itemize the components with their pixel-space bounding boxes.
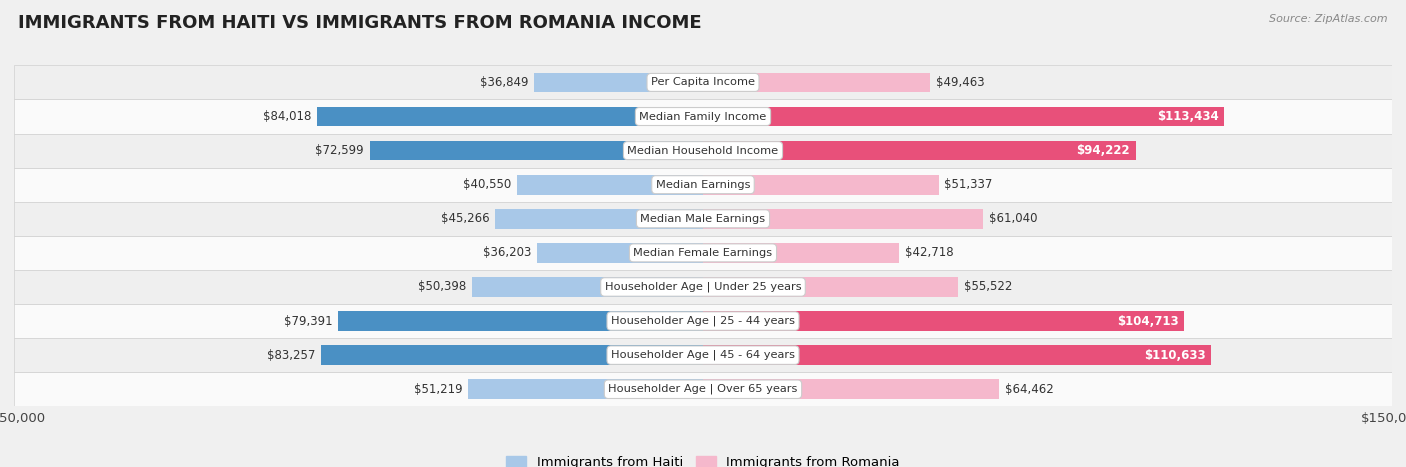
Bar	[321, 345, 703, 365]
Bar	[703, 106, 1225, 127]
Text: $40,550: $40,550	[463, 178, 512, 191]
Bar	[14, 338, 1392, 372]
Legend: Immigrants from Haiti, Immigrants from Romania: Immigrants from Haiti, Immigrants from R…	[501, 451, 905, 467]
Bar	[537, 243, 703, 263]
Text: $94,222: $94,222	[1077, 144, 1130, 157]
Bar	[703, 379, 1000, 399]
Bar	[370, 141, 703, 161]
Bar	[703, 243, 900, 263]
Text: $49,463: $49,463	[935, 76, 984, 89]
Text: $36,849: $36,849	[479, 76, 529, 89]
Bar	[468, 379, 703, 399]
Bar	[703, 175, 939, 195]
Bar	[534, 72, 703, 92]
Text: $55,522: $55,522	[963, 281, 1012, 293]
Text: Median Family Income: Median Family Income	[640, 112, 766, 121]
Text: Householder Age | Over 65 years: Householder Age | Over 65 years	[609, 384, 797, 395]
Bar	[14, 372, 1392, 406]
Text: $42,718: $42,718	[904, 247, 953, 259]
Bar	[703, 141, 1136, 161]
Text: Median Earnings: Median Earnings	[655, 180, 751, 190]
Bar	[471, 277, 703, 297]
Bar	[14, 236, 1392, 270]
Text: IMMIGRANTS FROM HAITI VS IMMIGRANTS FROM ROMANIA INCOME: IMMIGRANTS FROM HAITI VS IMMIGRANTS FROM…	[18, 14, 702, 32]
Text: Median Male Earnings: Median Male Earnings	[641, 214, 765, 224]
Text: $61,040: $61,040	[988, 212, 1038, 225]
Bar	[495, 209, 703, 229]
Text: $72,599: $72,599	[315, 144, 364, 157]
Text: Householder Age | Under 25 years: Householder Age | Under 25 years	[605, 282, 801, 292]
Text: $64,462: $64,462	[1004, 383, 1053, 396]
Text: Householder Age | 25 - 44 years: Householder Age | 25 - 44 years	[612, 316, 794, 326]
Bar	[14, 304, 1392, 338]
Text: Median Female Earnings: Median Female Earnings	[634, 248, 772, 258]
Text: $51,337: $51,337	[945, 178, 993, 191]
Text: $110,633: $110,633	[1144, 349, 1205, 361]
Text: $104,713: $104,713	[1116, 315, 1178, 327]
Text: Source: ZipAtlas.com: Source: ZipAtlas.com	[1270, 14, 1388, 24]
Bar	[14, 65, 1392, 99]
Bar	[14, 202, 1392, 236]
Text: $84,018: $84,018	[263, 110, 312, 123]
Text: Median Household Income: Median Household Income	[627, 146, 779, 156]
Bar	[318, 106, 703, 127]
Text: $113,434: $113,434	[1157, 110, 1219, 123]
Text: Householder Age | 45 - 64 years: Householder Age | 45 - 64 years	[612, 350, 794, 361]
Bar	[703, 277, 957, 297]
Text: $79,391: $79,391	[284, 315, 333, 327]
Text: $36,203: $36,203	[482, 247, 531, 259]
Bar	[339, 311, 703, 331]
Bar	[517, 175, 703, 195]
Text: $83,257: $83,257	[267, 349, 315, 361]
Text: $50,398: $50,398	[418, 281, 465, 293]
Bar	[14, 270, 1392, 304]
Bar	[14, 99, 1392, 134]
Bar	[703, 72, 931, 92]
Text: $51,219: $51,219	[413, 383, 463, 396]
Bar	[703, 311, 1184, 331]
Bar	[703, 209, 983, 229]
Bar	[703, 345, 1211, 365]
Bar	[14, 168, 1392, 202]
Text: $45,266: $45,266	[441, 212, 489, 225]
Text: Per Capita Income: Per Capita Income	[651, 78, 755, 87]
Bar	[14, 134, 1392, 168]
